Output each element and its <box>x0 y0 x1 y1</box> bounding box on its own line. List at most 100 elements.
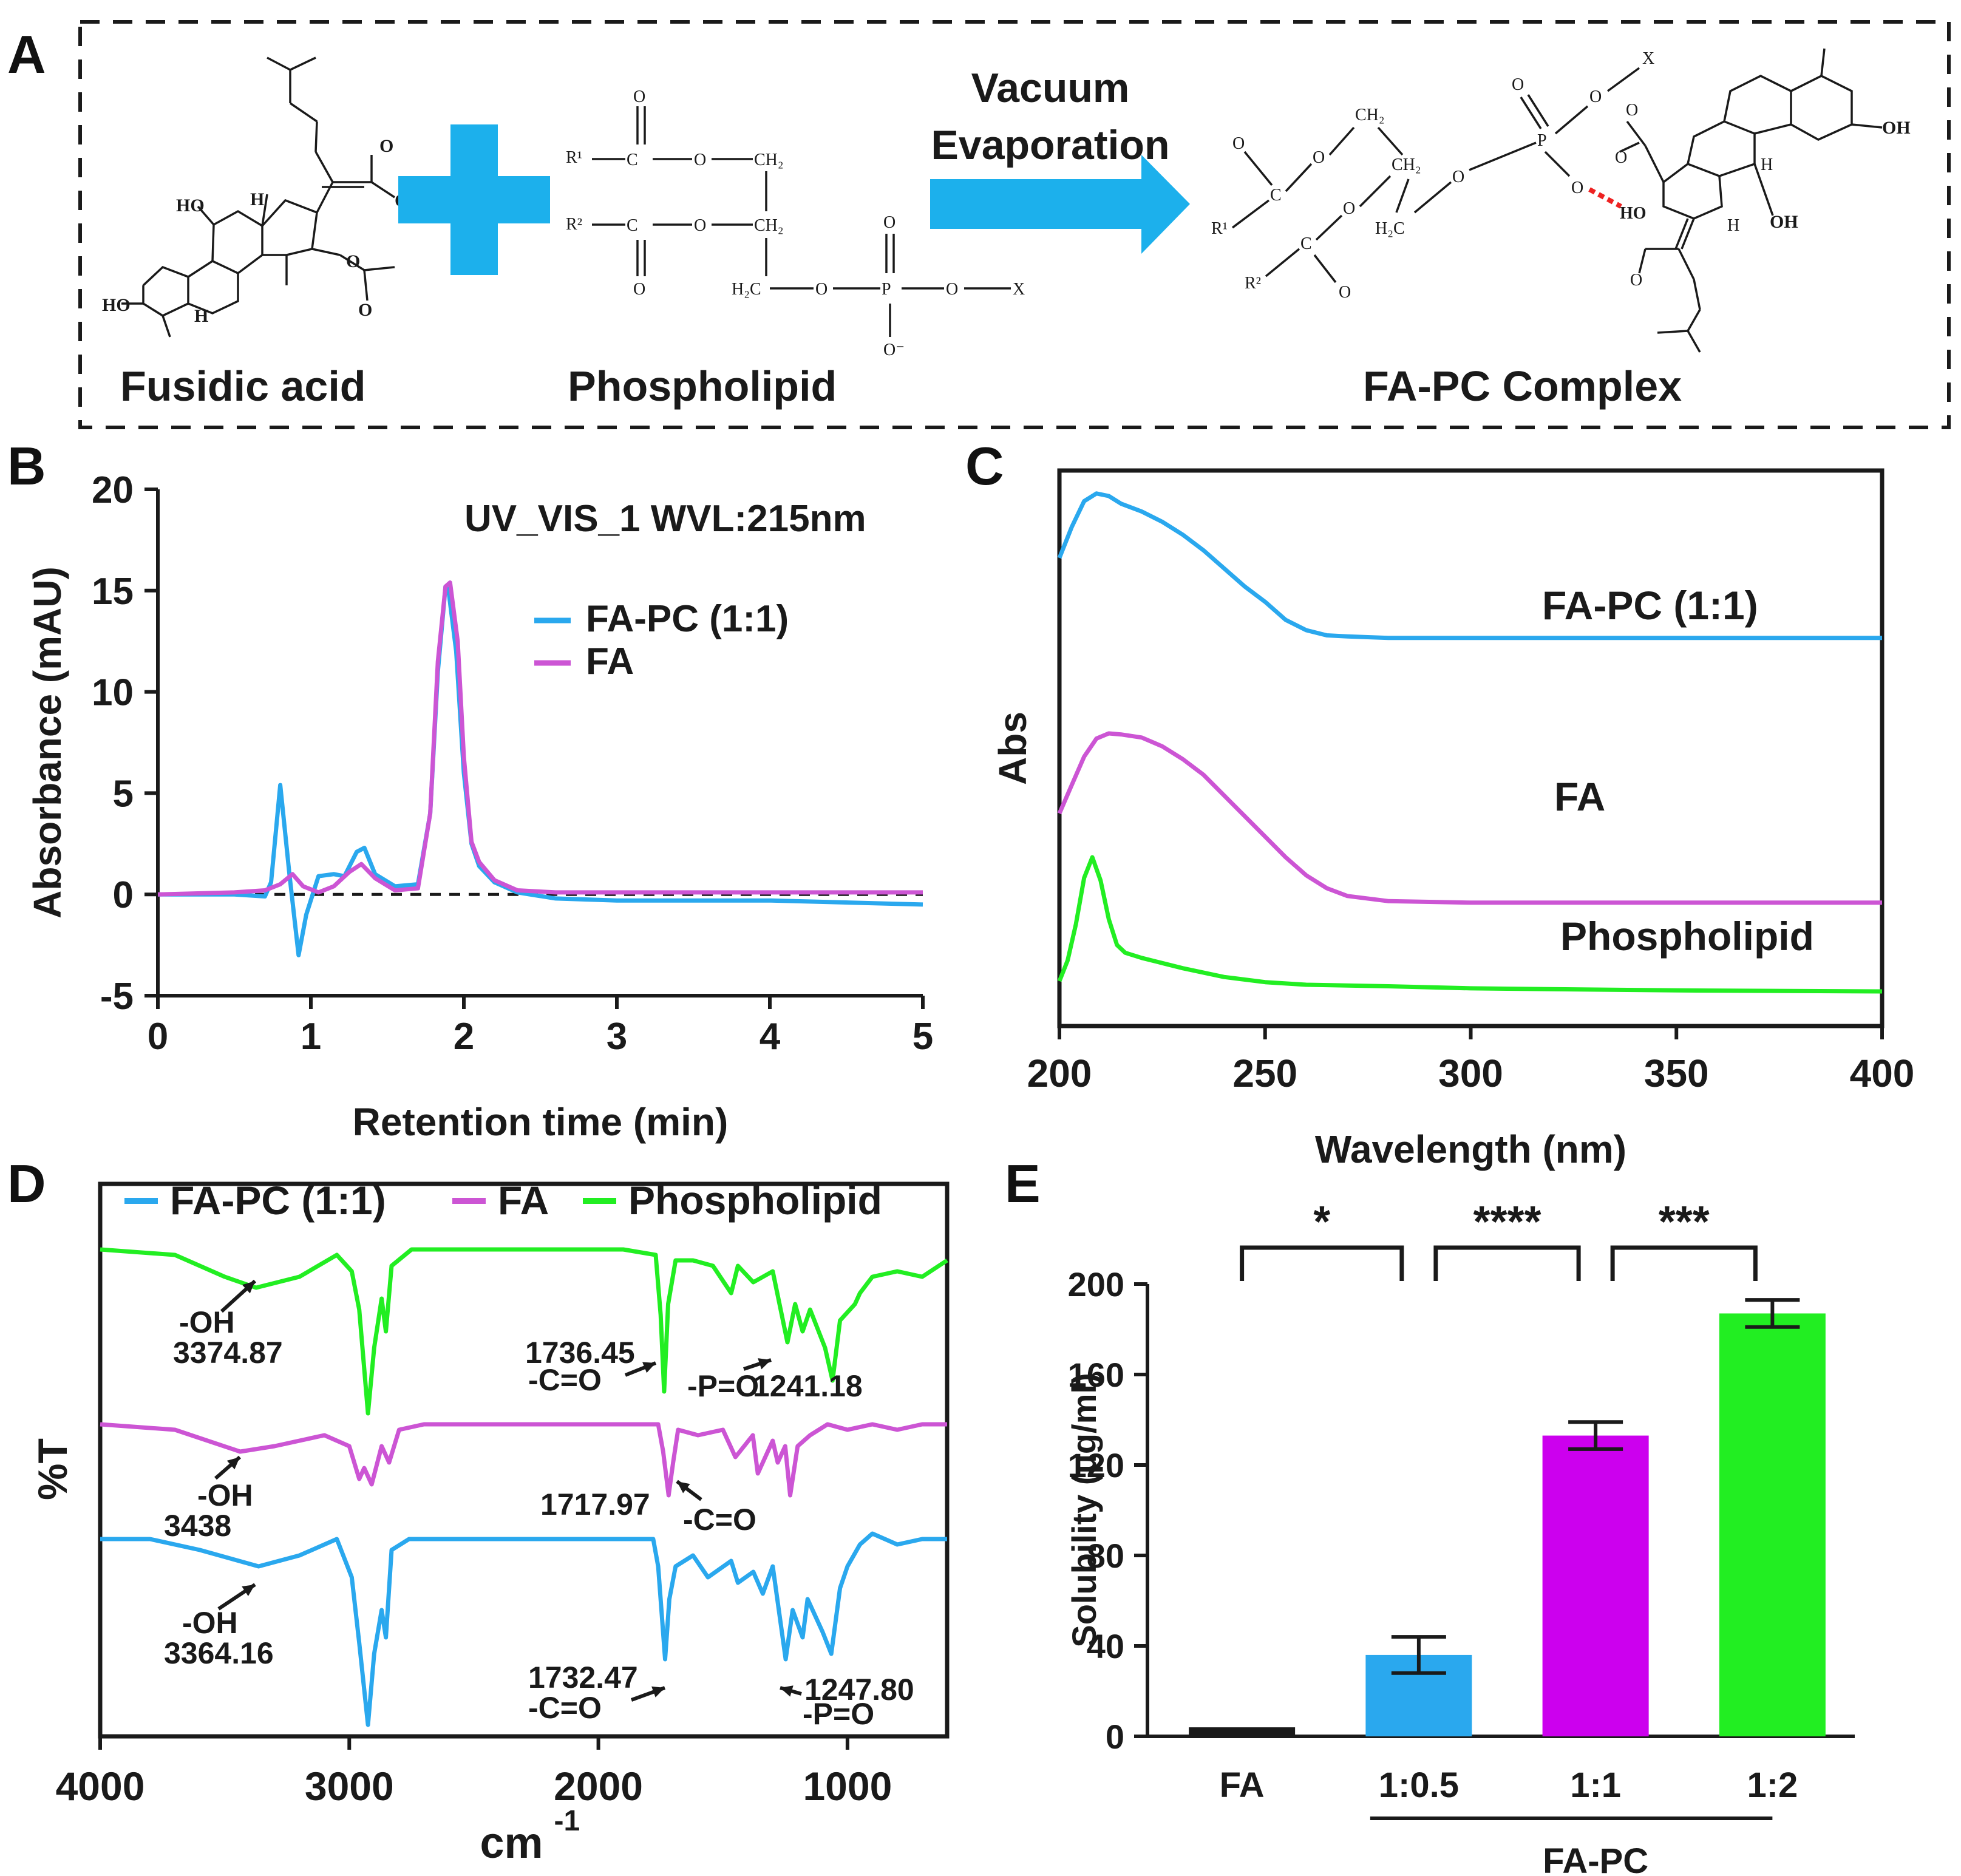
b-series-line-0 <box>158 584 923 957</box>
e-y-tick-label: 160 <box>1068 1356 1124 1394</box>
svg-text:HO: HO <box>176 195 205 216</box>
e-y-tick-label: 0 <box>1106 1718 1124 1756</box>
svg-text:O: O <box>633 280 645 299</box>
svg-text:H₂C: H₂C <box>732 280 761 299</box>
c-series-line-1 <box>1057 731 1882 905</box>
c-x-tick-label: 250 <box>1232 1052 1297 1095</box>
d-annotation-2-0: -P=O <box>687 1369 759 1403</box>
e-category-label-0: FA <box>1220 1766 1265 1805</box>
svg-text:O: O <box>358 300 372 320</box>
e-bar-0 <box>1189 1727 1296 1736</box>
svg-text:R²: R² <box>1245 274 1261 293</box>
d-annotation-3-0: -OH <box>197 1478 253 1512</box>
svg-text:O: O <box>694 151 706 169</box>
panel-b-chromatogram: B 0 1 2 3 4 5 -5 0 5 10 15 20 UV_VIS_1 WVL:215nm FA-P… <box>7 436 933 1144</box>
c-x-tick-label: 200 <box>1027 1052 1092 1095</box>
c-curve-label-0: FA-PC (1:1) <box>1542 583 1758 628</box>
svg-text:X: X <box>1642 49 1654 68</box>
svg-text:P: P <box>1537 131 1547 150</box>
e-significance-bracket-1 <box>1433 1245 1581 1281</box>
process-arrow <box>930 155 1190 254</box>
d-annotation-7-1: -C=O <box>528 1691 602 1725</box>
svg-text:CH₂: CH₂ <box>754 216 784 235</box>
d-annotation-arrowhead-5 <box>677 1481 690 1494</box>
d-annotation-arrowhead-7 <box>651 1686 665 1698</box>
svg-text:C: C <box>627 151 638 169</box>
c-x-tick-label: 300 <box>1438 1052 1503 1095</box>
d-y-label: %T <box>30 1438 76 1500</box>
d-annotation-arrowhead-2 <box>758 1358 771 1370</box>
d-x-label: cm <box>480 1819 543 1868</box>
b-x-tick-label: 5 <box>913 1016 933 1058</box>
svg-text:O: O <box>1512 75 1524 94</box>
panel-b-letter: B <box>7 436 46 496</box>
d-annotation-8-1: -P=O <box>803 1697 874 1731</box>
e-significance-stars-2: *** <box>1659 1198 1710 1246</box>
svg-text:R¹: R¹ <box>1211 219 1228 238</box>
svg-text:O: O <box>694 216 706 235</box>
phospholipid-structure: R¹ C O O CH₂ R² C O O CH₂ H₂C O <box>566 87 1025 359</box>
d-x-tick-label: 2000 <box>554 1764 643 1809</box>
d-x-tick-label: 3000 <box>305 1764 394 1809</box>
d-x-label-sup: -1 <box>554 1805 580 1837</box>
svg-text:O: O <box>633 87 645 106</box>
complex-structure: R¹ C O O CH₂ R² C O O CH₂ H₂C O P <box>1211 48 1911 353</box>
plus-icon <box>398 124 550 275</box>
panel-e-letter: E <box>1005 1154 1041 1214</box>
svg-text:HO: HO <box>1620 204 1647 223</box>
svg-text:H: H <box>194 306 208 326</box>
panel-a-letter: A <box>7 24 46 84</box>
d-annotation-6-0: -OH <box>182 1606 238 1640</box>
e-y-label: Solubility (µg/ml) <box>1065 1373 1103 1647</box>
svg-text:X: X <box>1013 280 1025 299</box>
b-x-label: Retention time (min) <box>353 1100 729 1144</box>
svg-text:C: C <box>1300 234 1312 253</box>
svg-text:C: C <box>1270 186 1282 205</box>
label-fa-pc-complex: FA-PC Complex <box>1363 362 1682 410</box>
d-annotation-0-0: -OH <box>179 1305 235 1339</box>
d-annotation-arrowhead-3 <box>226 1457 240 1470</box>
d-series-line-0 <box>100 1247 948 1416</box>
e-category-label-1: 1:0.5 <box>1379 1766 1459 1805</box>
d-annotation-arrowhead-0 <box>242 1281 255 1294</box>
svg-text:H: H <box>1761 155 1773 174</box>
b-y-tick-label: 10 <box>92 672 134 714</box>
fusidic-acid-structure: O OH O O HO HO H H <box>102 56 423 338</box>
d-plot-frame <box>98 1181 950 1739</box>
svg-text:O: O <box>1452 168 1464 186</box>
b-legend-label-1: FA <box>586 641 634 682</box>
svg-text:HO: HO <box>102 295 131 315</box>
c-curve-label-2: Phospholipid <box>1560 914 1814 959</box>
e-group-label: FA-PC <box>1543 1841 1648 1876</box>
d-annotation-3-1: 3438 <box>164 1509 231 1543</box>
e-bar-2 <box>1542 1435 1649 1736</box>
svg-text:O: O <box>1626 101 1638 120</box>
svg-text:H₂C: H₂C <box>1375 219 1405 238</box>
svg-text:C: C <box>627 216 638 235</box>
d-annotation-1-0: 1736.45 <box>525 1336 635 1370</box>
d-series-line-2 <box>100 1531 947 1727</box>
c-x-tick-label: 350 <box>1644 1052 1709 1095</box>
svg-text:R²: R² <box>566 215 582 234</box>
svg-text:H: H <box>250 189 264 209</box>
panel-a: A O O H <box>7 20 1951 429</box>
label-phospholipid: Phospholipid <box>568 362 837 410</box>
e-category-label-2: 1:1 <box>1570 1766 1621 1805</box>
e-y-tick-label: 200 <box>1068 1265 1124 1303</box>
c-curve-label-1: FA <box>1554 774 1605 819</box>
b-x-tick-label: 4 <box>760 1016 781 1058</box>
d-x-tick-label: 4000 <box>56 1764 145 1809</box>
svg-text:O: O <box>379 136 393 156</box>
b-y-tick-label: 15 <box>92 571 134 613</box>
e-significance-bracket-0 <box>1240 1245 1404 1281</box>
svg-text:P: P <box>882 280 891 299</box>
c-y-label: Abs <box>991 712 1035 785</box>
svg-text:O: O <box>815 280 828 299</box>
d-annotation-8-0: 1247.80 <box>804 1673 914 1707</box>
svg-text:CH₂: CH₂ <box>754 151 784 169</box>
b-y-tick-label: 20 <box>92 469 134 511</box>
svg-text:CH₂: CH₂ <box>1392 155 1421 174</box>
c-x-tick-label: 400 <box>1850 1052 1915 1095</box>
panel-c-uv-spectra: C 200 250 300 350 400 FA-PC (1:1) FA Phospholip… <box>965 436 1914 1171</box>
